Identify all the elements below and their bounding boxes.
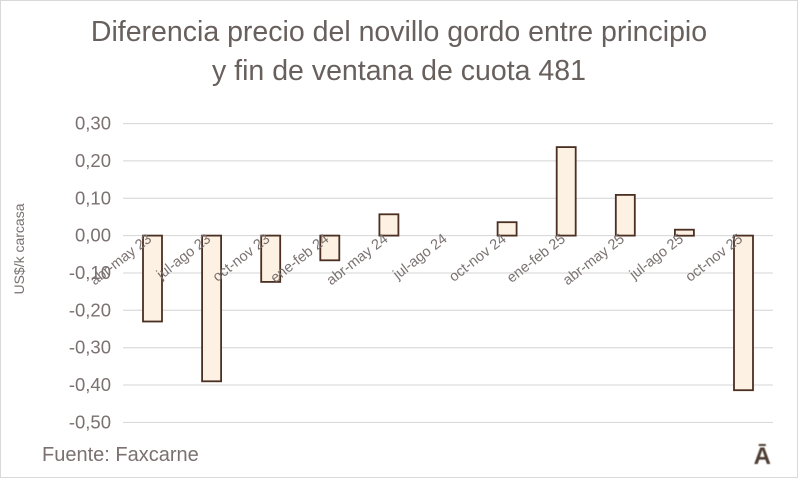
svg-text:jul-ago 25: jul-ago 25 bbox=[626, 231, 687, 283]
svg-text:0,00: 0,00 bbox=[75, 225, 111, 246]
svg-text:-0,50: -0,50 bbox=[69, 411, 111, 432]
svg-text:-0,30: -0,30 bbox=[69, 337, 111, 358]
svg-text:0,20: 0,20 bbox=[75, 150, 111, 171]
svg-text:-0,40: -0,40 bbox=[69, 374, 111, 395]
svg-text:oct-nov 24: oct-nov 24 bbox=[446, 231, 509, 285]
svg-text:0,10: 0,10 bbox=[75, 187, 111, 208]
svg-text:0,30: 0,30 bbox=[75, 113, 111, 134]
svg-text:-0,20: -0,20 bbox=[69, 299, 111, 320]
svg-text:abr-may 25: abr-may 25 bbox=[560, 231, 628, 289]
svg-text:jul-ago 24: jul-ago 24 bbox=[390, 231, 451, 283]
svg-text:ene-feb 25: ene-feb 25 bbox=[504, 231, 568, 286]
